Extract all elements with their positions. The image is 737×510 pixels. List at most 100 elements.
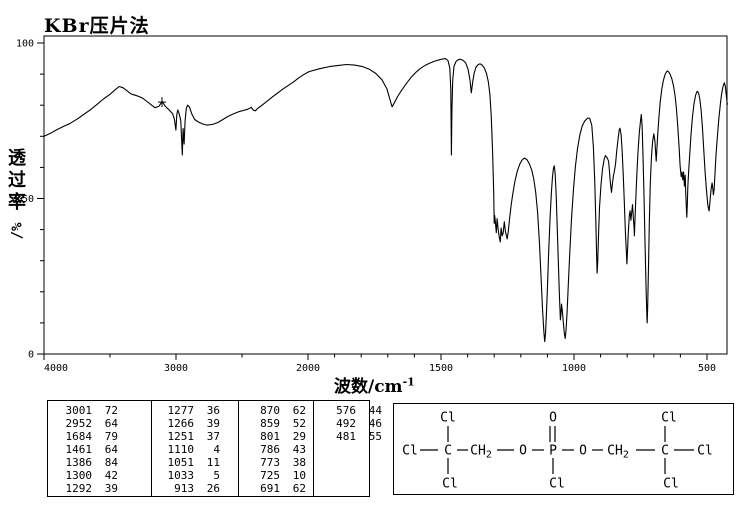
table-divider: [151, 401, 152, 496]
peak-transmittance: 10: [292, 469, 306, 482]
peak-wavenumber: 1386: [65, 456, 93, 469]
peak-transmittance: 26: [206, 482, 220, 495]
x-axis-label: 波数/cm-1: [334, 372, 415, 397]
peak-wavenumber: 913: [174, 482, 194, 495]
peak-transmittance: 64: [104, 443, 118, 456]
y-axis-label: 透 过 率 /%: [6, 148, 28, 242]
peak-wavenumber: 3001: [65, 404, 93, 417]
peak-wavenumber: 1292: [65, 482, 93, 495]
peak-transmittance: 46: [368, 417, 382, 430]
peak-transmittance: 37: [206, 430, 220, 443]
table-divider: [313, 401, 314, 496]
peak-transmittance: 52: [292, 417, 306, 430]
peak-wavenumber: 859: [260, 417, 280, 430]
plot-frame: [43, 35, 728, 355]
peak-table-row: 801 29: [244, 430, 306, 443]
peak-table-row: 1461 64: [56, 443, 119, 456]
peak-table-column: 870 62 859 52 801 29 786 43 773 38 725 10 691 62: [244, 404, 306, 495]
peak-wavenumber: 492: [336, 417, 356, 430]
x-axis-label-cjk: 波数: [334, 377, 368, 397]
peak-transmittance: 5: [213, 469, 220, 482]
peak-table-row: 786 43: [244, 443, 306, 456]
peak-wavenumber: 1051: [167, 456, 195, 469]
peak-table-row: 1051 11: [158, 456, 221, 469]
x-axis-tick-label: 1500: [429, 363, 453, 374]
peak-table-row: 725 10: [244, 469, 306, 482]
peak-table-row: 1386 84: [56, 456, 119, 469]
peak-table-row: 859 52: [244, 417, 306, 430]
peak-table-row: 576 44: [320, 404, 382, 417]
peak-wavenumber: 870: [260, 404, 280, 417]
y-axis-tick-label: 0: [28, 350, 34, 361]
x-axis-tick-label: 3000: [164, 363, 188, 374]
atom-label: Cl: [440, 411, 456, 426]
peak-wavenumber: 1684: [65, 430, 93, 443]
atom-label: Cl: [663, 477, 679, 492]
peak-table-row: 2952 64: [56, 417, 119, 430]
peak-wavenumber: 786: [260, 443, 280, 456]
y-axis-tick-label: 50: [22, 194, 34, 205]
y-axis-label-char: 透: [8, 148, 26, 169]
peak-wavenumber: 1266: [167, 417, 195, 430]
peak-wavenumber: 691: [260, 482, 280, 495]
peak-transmittance: 39: [104, 482, 118, 495]
peak-table-column: 1277 36 1266 39 1251 37 1110 4 1051 11 1033 5 913 26: [158, 404, 221, 495]
peak-transmittance: 36: [206, 404, 220, 417]
spectrum-curve: [43, 58, 729, 343]
peak-wavenumber: 1251: [167, 430, 195, 443]
peak-transmittance: 42: [104, 469, 118, 482]
peak-transmittance: 44: [368, 404, 382, 417]
peak-transmittance: 72: [104, 404, 118, 417]
peak-table-row: 492 46: [320, 417, 382, 430]
ir-spectrum-plot: 0 50 100 4000 3000 2000 1500 1000 500: [16, 35, 729, 374]
peak-transmittance: 43: [292, 443, 306, 456]
peak-table-row: 3001 72: [56, 404, 119, 417]
peak-transmittance: 29: [292, 430, 306, 443]
peak-transmittance: 11: [206, 456, 220, 469]
atom-label: C: [661, 444, 669, 459]
peak-wavenumber: 773: [260, 456, 280, 469]
peak-transmittance: 79: [104, 430, 118, 443]
page-title: KBr压片法: [44, 15, 150, 37]
peak-wavenumber: 1461: [65, 443, 93, 456]
peak-transmittance: 4: [213, 443, 220, 456]
peak-transmittance: 62: [292, 482, 306, 495]
peak-transmittance: 55: [368, 430, 382, 443]
peak-transmittance: 64: [104, 417, 118, 430]
atom-label: CH2: [607, 444, 629, 461]
peak-wavenumber: 576: [336, 404, 356, 417]
peak-table-row: 1300 42: [56, 469, 119, 482]
peak-transmittance: 39: [206, 417, 220, 430]
peak-table-row: 773 38: [244, 456, 306, 469]
peak-wavenumber: 1110: [167, 443, 195, 456]
peak-table-row: 1684 79: [56, 430, 119, 443]
x-axis-tick-label: 500: [698, 363, 716, 374]
peak-table-row: 481 55: [320, 430, 382, 443]
atom-label: C: [444, 444, 452, 459]
peak-table-row: 870 62: [244, 404, 306, 417]
atom-label: Cl: [697, 444, 713, 459]
atom-label: P: [549, 444, 557, 459]
peak-table-row: 1277 36: [158, 404, 221, 417]
peak-wavenumber: 1277: [167, 404, 195, 417]
peak-transmittance: 38: [292, 456, 306, 469]
x-axis-tick-label: 4000: [44, 363, 68, 374]
peak-transmittance: 62: [292, 404, 306, 417]
peak-wavenumber: 481: [336, 430, 356, 443]
y-axis-label-char: 率: [8, 192, 26, 213]
peak-wavenumber: 801: [260, 430, 280, 443]
atom-label: Cl: [442, 477, 458, 492]
peak-wavenumber: 1300: [65, 469, 93, 482]
peak-table-row: 1251 37: [158, 430, 221, 443]
peak-transmittance: 84: [104, 456, 118, 469]
atom-label: CH2: [470, 444, 492, 461]
peak-table-column: 3001 72 2952 64 1684 79 1461 64 1386 84 1300 42 1292…: [56, 404, 119, 495]
peak-table-row: 691 62: [244, 482, 306, 495]
table-divider: [238, 401, 239, 496]
peak-table-column: 576 44 492 46 481 55: [320, 404, 382, 443]
peak-table-row: 1110 4: [158, 443, 221, 456]
x-axis-tick-label: 2000: [296, 363, 320, 374]
atom-label: O: [549, 411, 557, 426]
y-axis-tick-label: 100: [16, 39, 34, 50]
